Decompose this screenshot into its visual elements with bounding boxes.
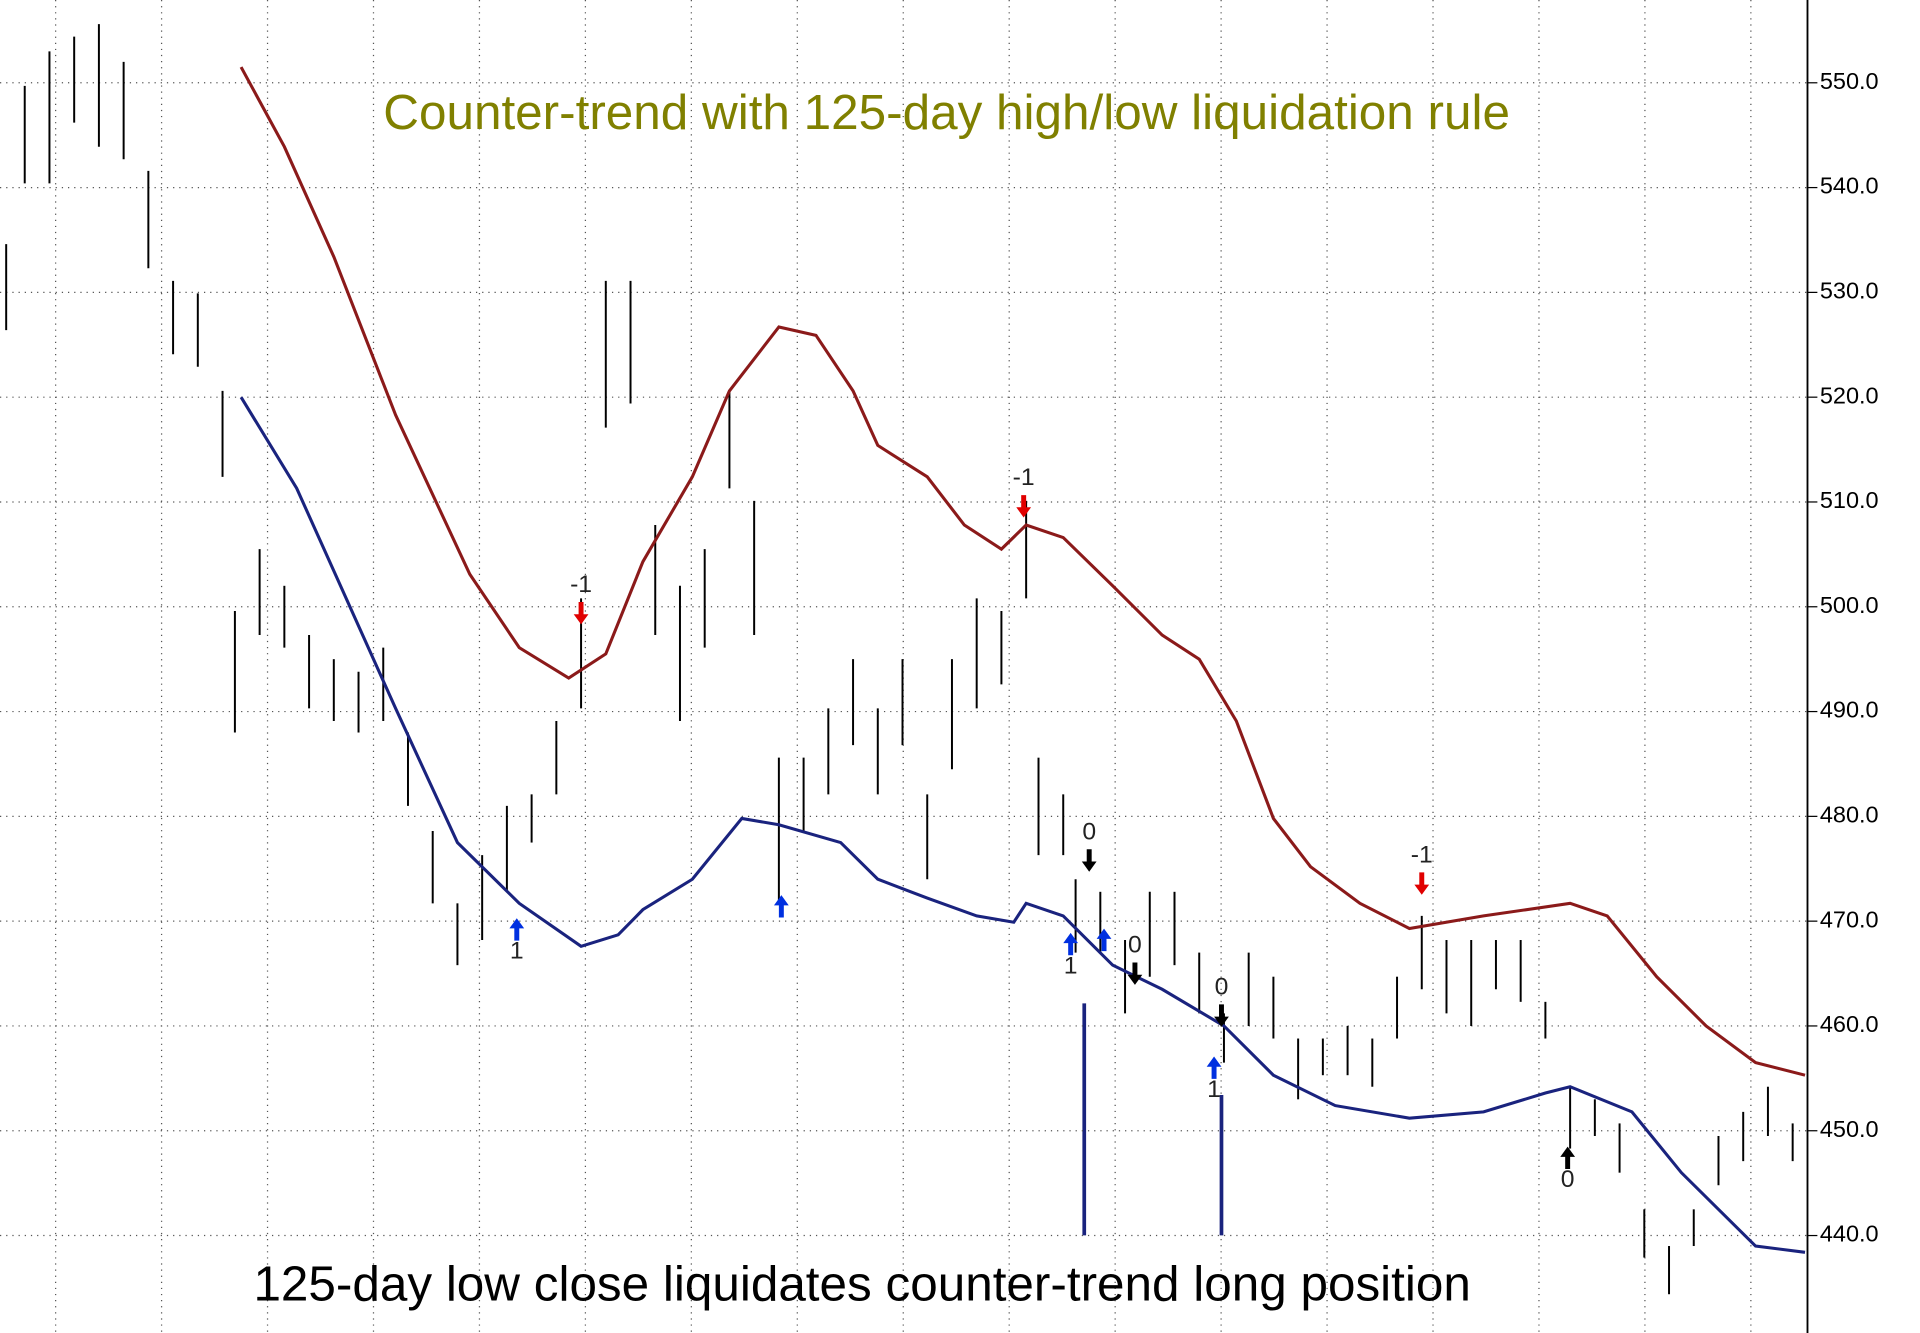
signal-arrow — [1096, 928, 1112, 952]
signal-label: 0 — [1082, 818, 1096, 845]
y-tick-label: 540.0 — [1820, 173, 1879, 199]
signal-arrow — [1560, 1146, 1576, 1170]
signal-arrow — [1214, 1004, 1229, 1027]
y-tick-label: 510.0 — [1820, 487, 1879, 513]
signal-label: -1 — [1411, 841, 1433, 868]
band-line — [239, 396, 1806, 1254]
signal-label: 1 — [510, 938, 524, 965]
signal-arrow — [773, 895, 789, 918]
y-tick-label: 520.0 — [1820, 382, 1879, 408]
y-tick-label: 530.0 — [1820, 278, 1879, 304]
signal-label: -1 — [1013, 464, 1035, 491]
signal-label: 0 — [1128, 932, 1142, 959]
signal-label: 0 — [1215, 974, 1229, 1001]
band-line — [239, 66, 1806, 1077]
signal-arrow — [509, 918, 525, 941]
signal-arrow — [1081, 849, 1097, 872]
signal-arrow — [573, 601, 589, 625]
y-tick-label: 470.0 — [1820, 906, 1879, 932]
annotation: 125-day low close liquidates counter-tre… — [253, 1258, 1470, 1312]
y-tick-label: 550.0 — [1820, 68, 1879, 94]
signal-arrow — [1127, 962, 1143, 985]
chart-title: Counter-trend with 125-day high/low liqu… — [383, 86, 1510, 140]
y-tick-label: 460.0 — [1820, 1011, 1879, 1037]
signal-arrow — [1206, 1056, 1222, 1079]
y-tick-label: 480.0 — [1820, 802, 1879, 828]
signal-arrow — [1016, 495, 1032, 518]
signal-label: -1 — [570, 571, 592, 598]
y-tick-label: 500.0 — [1820, 592, 1879, 618]
signal-label: 1 — [1207, 1076, 1221, 1103]
signal-label: 0 — [1561, 1166, 1575, 1193]
y-tick-label: 440.0 — [1820, 1221, 1879, 1247]
y-tick-label: 490.0 — [1820, 697, 1879, 723]
signal-arrow — [1414, 872, 1430, 895]
signal-arrow — [1063, 932, 1079, 956]
y-tick-label: 450.0 — [1820, 1116, 1879, 1142]
signal-label: 1 — [1064, 952, 1078, 979]
